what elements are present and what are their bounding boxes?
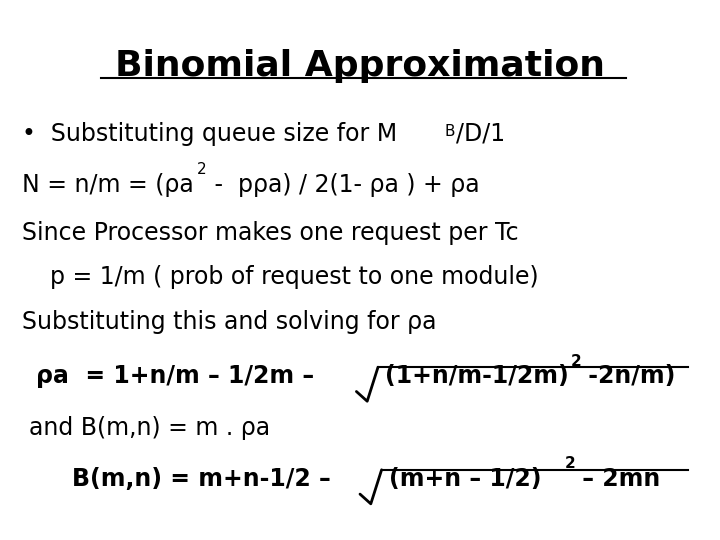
Text: – 2mn: – 2mn — [574, 467, 660, 491]
Text: -2n/m): -2n/m) — [580, 364, 675, 388]
Text: (1+n/m-1/2m): (1+n/m-1/2m) — [385, 364, 569, 388]
Text: •  Substituting queue size for M: • Substituting queue size for M — [22, 122, 397, 145]
Text: ρa  = 1+n/m – 1/2m –: ρa = 1+n/m – 1/2m – — [36, 364, 314, 388]
Text: (m+n – 1/2): (m+n – 1/2) — [389, 467, 541, 491]
Text: 2: 2 — [564, 456, 575, 471]
Text: -  pρa) / 2(1- ρa ) + ρa: - pρa) / 2(1- ρa ) + ρa — [207, 173, 480, 197]
Text: Substituting this and solving for ρa: Substituting this and solving for ρa — [22, 310, 436, 334]
Text: p = 1/m ( prob of request to one module): p = 1/m ( prob of request to one module) — [50, 265, 539, 288]
Text: B: B — [444, 124, 455, 139]
Text: B(m,n) = m+n-1/2 –: B(m,n) = m+n-1/2 – — [72, 467, 330, 491]
Text: /D/1: /D/1 — [456, 122, 505, 145]
Text: N = n/m = (ρa: N = n/m = (ρa — [22, 173, 194, 197]
Text: and B(m,n) = m . ρa: and B(m,n) = m . ρa — [29, 416, 270, 440]
Text: 2: 2 — [197, 162, 206, 177]
Text: 2: 2 — [571, 354, 582, 369]
Text: Binomial Approximation: Binomial Approximation — [115, 49, 605, 83]
Text: Since Processor makes one request per Tc: Since Processor makes one request per Tc — [22, 221, 518, 245]
